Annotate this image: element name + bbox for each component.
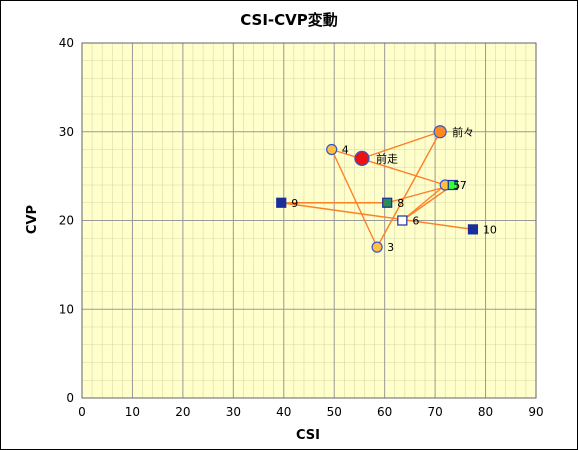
point-label: 6 [412,215,419,228]
point-marker [433,125,447,139]
y-tick-label: 10 [59,302,74,316]
point-marker [382,197,393,208]
point-label: 9 [291,197,298,210]
y-tick-label: 40 [59,36,74,50]
chart-title: CSI-CVP変動 [240,11,338,29]
x-tick-label: 50 [327,405,342,419]
x-tick-label: 70 [427,405,442,419]
point-marker [467,224,479,235]
connection-line [331,148,446,186]
point-label: 5 [453,179,460,192]
point-label: 前走 [376,151,398,165]
x-tick-label: 90 [528,405,543,419]
x-tick-label: 10 [125,405,140,419]
point-marker [371,241,383,253]
point-label: 7 [460,179,467,192]
point-label: 前々 [452,125,474,139]
x-axis-label: CSI [296,428,320,443]
connection-line [331,149,378,248]
connection-line [361,131,441,160]
point-label: 4 [342,144,349,157]
grid-lines [81,42,537,399]
x-tick-label: 60 [377,405,392,419]
point-label: 8 [397,197,404,210]
connection-line [281,202,474,231]
x-tick-label: 20 [175,405,190,419]
y-tick-label: 0 [66,391,74,405]
y-tick-label: 20 [59,214,74,228]
tick-labels: 0 10 20 30 40 50 60 70 80 90 0 10 20 30 40 [59,36,544,419]
x-tick-label: 0 [78,405,86,419]
point-marker [397,215,408,226]
x-tick-label: 40 [276,405,291,419]
point-label: 3 [387,241,394,254]
point-marker [276,197,287,208]
plot-border [81,42,537,399]
x-tick-label: 80 [478,405,493,419]
point-marker [326,143,338,156]
point-marker [354,150,370,166]
connection-line [401,184,454,222]
point-marker [447,179,458,191]
point-labels: 前走 前々 3 4 5 6 7 8 9 10 [291,125,497,254]
x-tick-label: 30 [226,405,241,419]
y-tick-label: 30 [59,125,74,139]
connection-line [376,131,441,248]
point-label: 10 [483,223,497,236]
data-points [276,125,479,253]
connection-line [401,184,446,222]
